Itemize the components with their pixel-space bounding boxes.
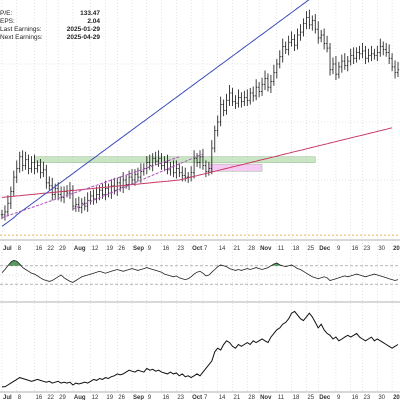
stat-row: Last Earnings: 2025-01-29	[0, 26, 100, 34]
stat-value: 133.47	[80, 10, 100, 17]
x-tick-label: 21	[234, 395, 241, 400]
stat-label: EPS:	[0, 18, 15, 25]
x-tick-label: 26	[118, 246, 125, 252]
x-tick-label: 7	[204, 395, 208, 400]
moving-average-short	[1, 0, 310, 227]
x-tick-label: 7	[204, 246, 208, 252]
x-tick-label: 16	[352, 246, 359, 252]
x-tick-label: 12	[92, 395, 99, 400]
stat-row: Next Earnings: 2025-04-29	[0, 34, 100, 42]
x-tick-label: 30	[378, 246, 385, 252]
stat-label: Next Earnings:	[0, 34, 43, 41]
stat-label: P/E:	[0, 10, 13, 17]
x-tick-label: Sep	[133, 246, 144, 252]
x-tick-label: Aug	[74, 246, 86, 252]
x-tick-label: 20	[393, 246, 400, 252]
x-tick-label: 18	[293, 395, 300, 400]
x-tick-label: Dec	[319, 395, 331, 400]
x-tick-label: 22	[47, 246, 54, 252]
x-tick-label: 8	[18, 246, 22, 252]
x-tick-label: 11	[278, 246, 285, 252]
volume-indicator-line	[2, 310, 399, 388]
x-tick-label: Sep	[133, 395, 144, 400]
x-tick-label: 30	[378, 395, 385, 400]
x-tick-label: 14	[219, 246, 226, 252]
x-tick-label: 28	[248, 246, 255, 252]
x-tick-label: Oct	[192, 246, 202, 252]
x-tick-label: Jul	[3, 395, 12, 400]
stats-panel: P/E: 133.47 EPS: 2.04 Last Earnings: 2025-01-…	[0, 10, 100, 42]
x-tick-label: Aug	[74, 395, 86, 400]
x-tick-label: 20	[393, 395, 400, 400]
x-tick-label: 28	[248, 395, 255, 400]
x-tick-label: 16	[163, 395, 170, 400]
x-tick-label: 22	[47, 395, 54, 400]
x-tick-label: 9	[148, 246, 152, 252]
x-tick-label: 25	[307, 395, 314, 400]
x-tick-label: 23	[177, 395, 184, 400]
x-tick-label: 29	[59, 395, 66, 400]
x-tick-label: Jul	[3, 246, 12, 252]
x-tick-label: 16	[352, 395, 359, 400]
x-tick-label: 21	[234, 246, 241, 252]
x-tick-label: 12	[92, 246, 99, 252]
x-tick-label: 9	[148, 395, 152, 400]
x-tick-label: 16	[36, 395, 43, 400]
x-tick-label: 25	[307, 246, 314, 252]
x-tick-label: Nov	[260, 395, 272, 400]
trend-channel-line	[72, 153, 204, 210]
oscillator-line	[1, 259, 399, 283]
x-tick-label: Dec	[319, 246, 331, 252]
x-tick-label: 19	[106, 246, 113, 252]
x-tick-label: 16	[163, 246, 170, 252]
x-tick-label: Nov	[260, 246, 272, 252]
stat-value: 2025-04-29	[66, 34, 100, 41]
x-tick-label: 8	[18, 395, 22, 400]
x-tick-label: 9	[337, 395, 341, 400]
stat-label: Last Earnings:	[0, 26, 42, 33]
moving-average-long	[1, 127, 393, 198]
x-tick-label: 16	[36, 246, 43, 252]
x-tick-label: 9	[337, 246, 341, 252]
x-tick-label: 23	[177, 246, 184, 252]
x-tick-label: 26	[118, 395, 125, 400]
resistance-zone	[34, 156, 316, 163]
x-tick-label: 14	[219, 395, 226, 400]
stat-value: 2.04	[87, 18, 100, 25]
x-tick-label: Oct	[192, 395, 202, 400]
x-tick-label: 18	[293, 246, 300, 252]
stat-row: EPS: 2.04	[0, 18, 100, 26]
x-tick-label: 29	[59, 246, 66, 252]
x-tick-label: 19	[106, 395, 113, 400]
x-tick-label: 11	[278, 395, 285, 400]
x-tick-label: 23	[364, 395, 371, 400]
highlight-zone	[208, 163, 263, 172]
x-tick-label: 23	[364, 246, 371, 252]
stat-value: 2025-01-29	[66, 26, 100, 33]
stat-row: P/E: 133.47	[0, 10, 100, 18]
